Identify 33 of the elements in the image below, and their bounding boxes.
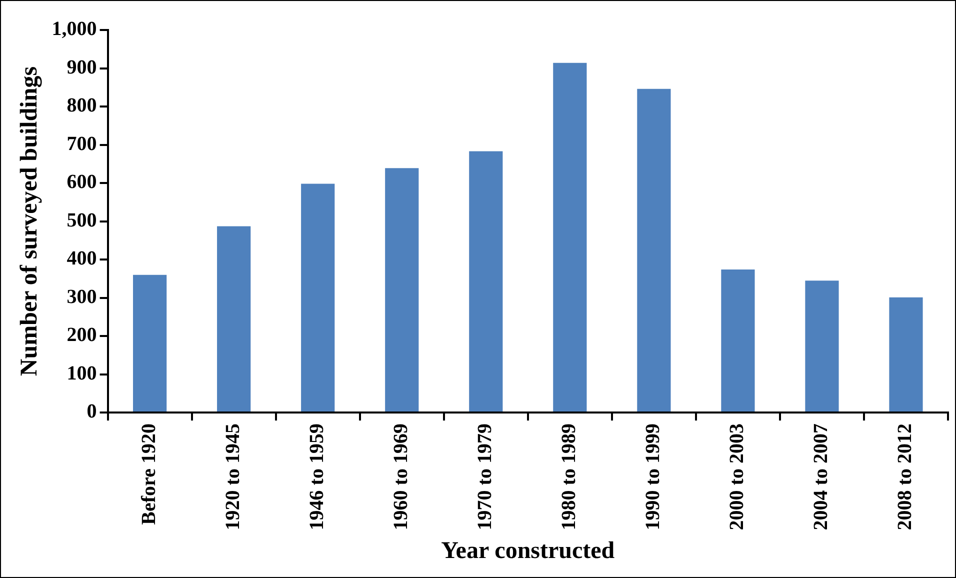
x-tick-label: 2008 to 2012	[894, 424, 916, 530]
bar	[469, 151, 503, 412]
y-tick-label: 0	[86, 400, 97, 423]
x-tick-label: 1970 to 1979	[474, 424, 496, 530]
x-tick-label: 1946 to 1959	[306, 424, 328, 530]
y-tick-label: 500	[66, 209, 97, 232]
y-tick-label: 600	[66, 171, 97, 194]
x-tick-label: 1980 to 1989	[558, 424, 580, 530]
bar	[553, 62, 587, 412]
bar	[805, 280, 839, 412]
bar	[133, 274, 167, 412]
x-tick-label: 1960 to 1969	[390, 424, 412, 530]
bar	[301, 184, 335, 412]
y-tick-label: 300	[66, 286, 97, 308]
y-tick-label: 700	[66, 132, 97, 155]
x-tick-label: 2000 to 2003	[726, 424, 748, 530]
y-tick-label: 200	[66, 324, 97, 346]
x-tick-label: 2004 to 2007	[810, 424, 832, 530]
bar	[637, 88, 671, 412]
y-axis-title: Number of surveyed buildings	[16, 66, 43, 376]
x-tick-label: 1920 to 1945	[222, 424, 244, 530]
y-tick-label: 1,000	[52, 18, 97, 40]
bar	[889, 297, 923, 412]
y-tick-label: 400	[66, 248, 97, 270]
bar	[217, 226, 251, 412]
y-tick-label: 100	[66, 362, 97, 384]
x-tick-label: 1990 to 1999	[642, 424, 664, 530]
bar	[721, 269, 755, 412]
x-tick-label: Before 1920	[138, 424, 160, 525]
y-tick-label: 900	[66, 56, 97, 78]
y-tick-label: 800	[66, 94, 97, 117]
x-axis-title: Year constructed	[441, 538, 616, 564]
bar	[385, 168, 419, 412]
